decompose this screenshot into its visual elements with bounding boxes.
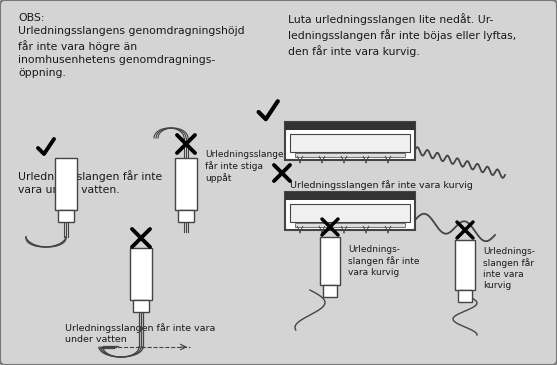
Bar: [55, 158, 77, 210]
Text: Luta urledningsslangen lite nedåt. Ur-
ledningsslangen får inte böjas eller lyft: Luta urledningsslangen lite nedåt. Ur- l…: [288, 13, 516, 57]
Bar: [285, 192, 415, 230]
Text: Urledningsslangen får inte vara kurvig: Urledningsslangen får inte vara kurvig: [290, 180, 473, 190]
Bar: [285, 192, 415, 200]
Bar: [130, 248, 152, 300]
Bar: [133, 300, 149, 312]
Bar: [295, 223, 405, 227]
Text: Urlednings-
slangen får
inte vara
kurvig: Urlednings- slangen får inte vara kurvig: [483, 247, 535, 291]
Bar: [285, 122, 415, 160]
Bar: [323, 285, 337, 297]
Bar: [285, 122, 415, 130]
Bar: [175, 158, 197, 210]
Bar: [290, 134, 410, 152]
Bar: [458, 290, 472, 302]
Text: Urledningsslangen får inte
vara under vatten.: Urledningsslangen får inte vara under va…: [18, 170, 162, 195]
Text: Urlednings-
slangen får inte
vara kurvig: Urlednings- slangen får inte vara kurvig: [348, 245, 419, 277]
Text: Urledningsslangen får inte vara
under vatten: Urledningsslangen får inte vara under va…: [65, 323, 216, 344]
Text: Urledningsslangen
får inte stiga
uppåt: Urledningsslangen får inte stiga uppåt: [205, 150, 290, 184]
Bar: [455, 240, 475, 290]
Bar: [290, 204, 410, 222]
Bar: [178, 210, 194, 222]
Text: OBS:
Urledningsslangens genomdragningshöjd
får inte vara högre än
inomhusenheten: OBS: Urledningsslangens genomdragningshö…: [18, 13, 245, 78]
Bar: [58, 210, 74, 222]
Bar: [295, 153, 405, 157]
Bar: [320, 237, 340, 285]
